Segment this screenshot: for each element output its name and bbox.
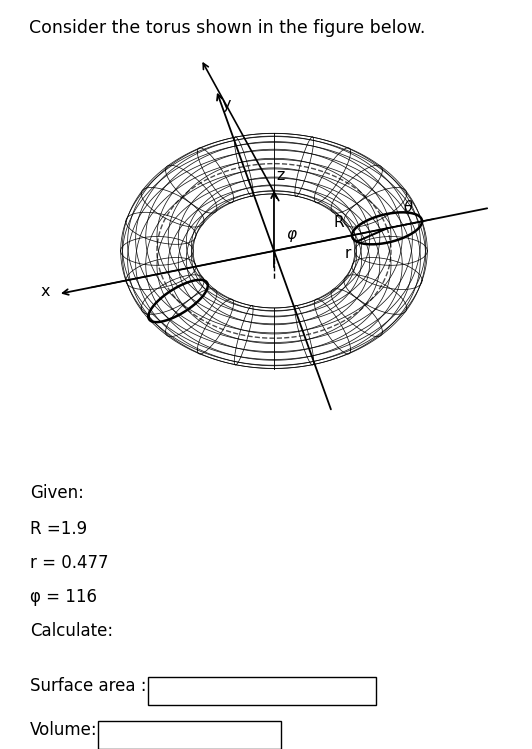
Text: r = 0.477: r = 0.477	[30, 554, 109, 572]
FancyBboxPatch shape	[98, 721, 281, 749]
Text: R =1.9: R =1.9	[30, 521, 87, 539]
Text: $\varphi$: $\varphi$	[286, 228, 298, 244]
Text: Given:: Given:	[30, 485, 84, 503]
Text: $\theta$: $\theta$	[403, 198, 414, 215]
FancyBboxPatch shape	[148, 677, 376, 705]
Text: Calculate:: Calculate:	[30, 622, 113, 640]
Text: y: y	[221, 97, 231, 112]
Text: Consider the torus shown in the figure below.: Consider the torus shown in the figure b…	[29, 19, 426, 37]
Text: Volume:: Volume:	[30, 721, 98, 739]
Text: Surface area :: Surface area :	[30, 677, 146, 695]
Text: r: r	[345, 246, 351, 261]
Text: x: x	[40, 285, 50, 300]
Text: φ = 116: φ = 116	[30, 588, 97, 606]
Text: R: R	[334, 214, 344, 229]
Text: z: z	[277, 169, 285, 184]
